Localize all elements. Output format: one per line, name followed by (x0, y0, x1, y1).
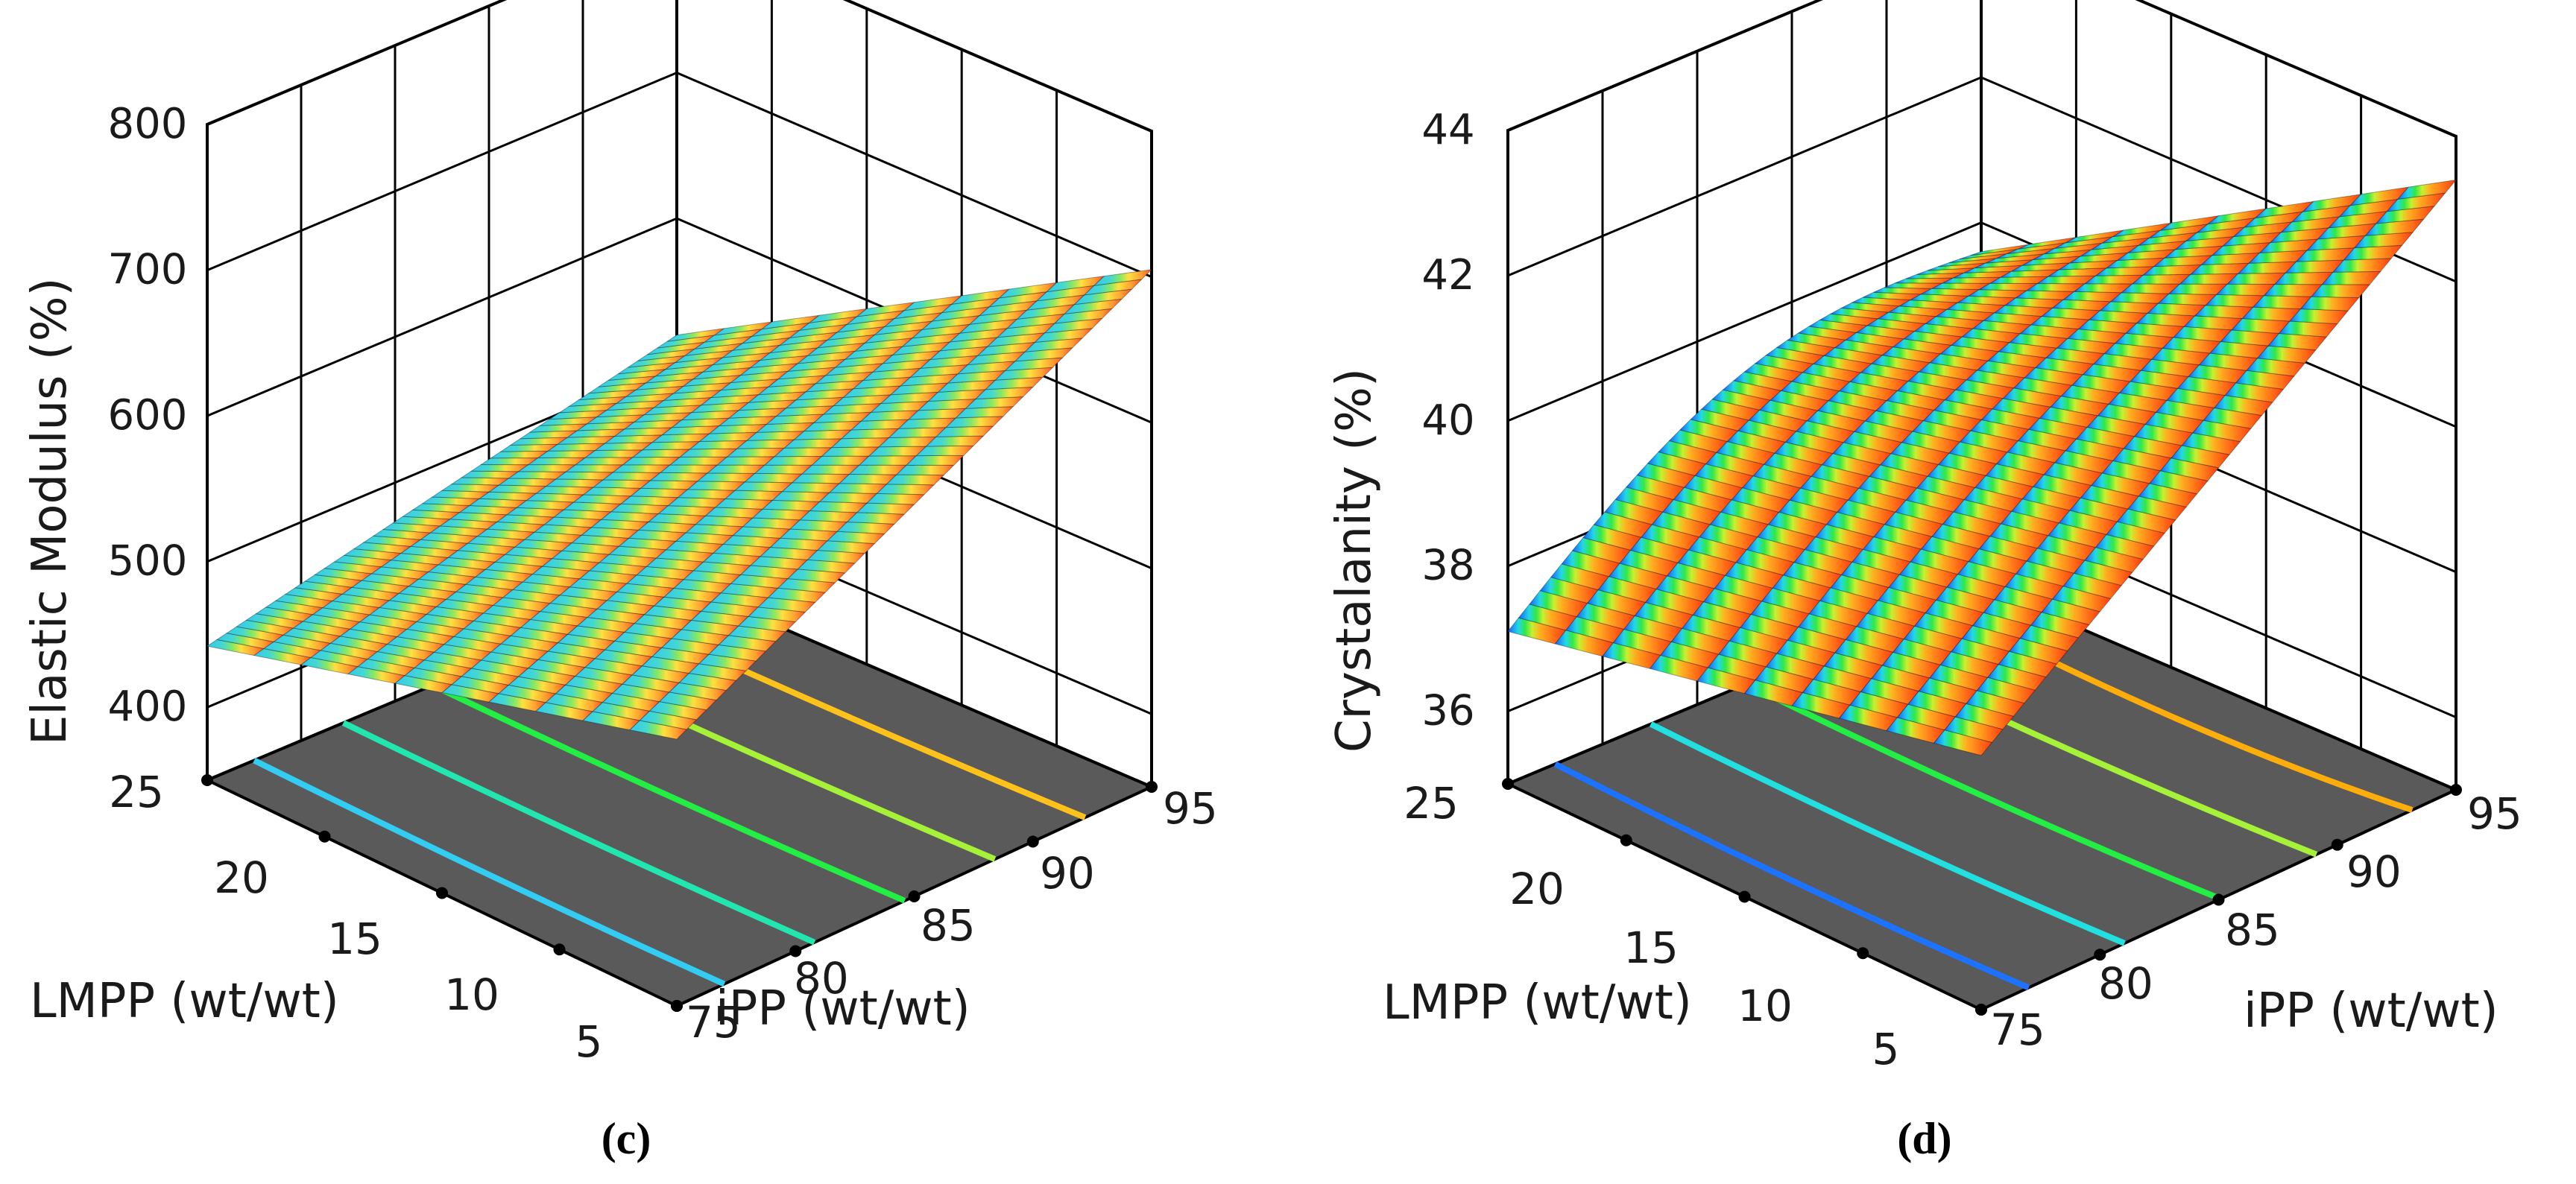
y-tick-label: 85 (921, 900, 976, 951)
y-tick-mark (1026, 835, 1039, 848)
x-tick-label: 15 (327, 914, 382, 964)
x-tick-label: 25 (109, 767, 164, 817)
x-tick-label: 20 (214, 852, 269, 903)
y-tick-label: 90 (1040, 848, 1095, 899)
contour-line (253, 757, 726, 987)
z-tick-label: 700 (108, 246, 188, 294)
z-tick-label: 800 (108, 100, 188, 148)
y-tick-label: 75 (1990, 1004, 2045, 1055)
surface-patch (876, 484, 935, 496)
surface-patch (2396, 179, 2457, 200)
z-gridline (206, 0, 1152, 133)
panel-d-crystallinity: 36 38 40 42 44 25 20 15 10 5 75 80 85 90 95 LMPP (wt/wt… (1327, 0, 2522, 1163)
x-tick-mark (318, 830, 331, 843)
z-tick-label: 600 (108, 391, 188, 440)
y-tick-mark (789, 945, 802, 957)
y-tick-label: 75 (686, 997, 741, 1048)
x-tick-mark (1502, 778, 1514, 790)
x-tick-label: 15 (1623, 922, 1679, 973)
y-tick-label: 85 (2225, 905, 2280, 955)
x-tick-label: 10 (1737, 981, 1793, 1031)
y-axis-label: iPP (wt/wt) (2244, 984, 2498, 1039)
x-axis-label: LMPP (wt/wt) (1383, 975, 1692, 1031)
surface-patch (2289, 308, 2349, 325)
x-tick-mark (1620, 834, 1632, 846)
x-axis-label: LMPP (wt/wt) (30, 974, 339, 1029)
y-tick-label: 90 (2346, 846, 2402, 897)
z-gridline (206, 71, 1152, 278)
z-tick-label: 36 (1421, 687, 1474, 735)
surface-patch (2299, 296, 2360, 311)
panel-caption: (c) (602, 1114, 651, 1163)
x-tick-label: 5 (1872, 1024, 1900, 1074)
contour-line (431, 683, 906, 904)
z-tick-label: 44 (1421, 106, 1474, 154)
y-axis-label: iPP (wt/wt) (716, 981, 970, 1036)
x-tick-label: 5 (575, 1016, 603, 1067)
panel-c-elastic-modulus: 400 500 600 700 800 25 20 15 10 5 75 80 85 90 95 LMPP (… (22, 0, 1218, 1163)
contour-line (1745, 681, 2222, 902)
x-tick-mark (436, 887, 448, 899)
surface-patch (865, 493, 925, 505)
z-gridline (1507, 0, 2457, 138)
y-tick-label: 95 (2467, 788, 2522, 839)
surface-patch (2310, 284, 2371, 299)
z-tick-label: 400 (108, 683, 188, 731)
panel-caption: (d) (1897, 1114, 1951, 1163)
contour-line (1649, 721, 2126, 946)
x-tick-mark (1975, 1004, 1987, 1016)
x-tick-mark (1857, 947, 1869, 960)
y-tick-label: 80 (794, 953, 849, 1004)
x-tick-mark (201, 774, 213, 786)
z-tick-label: 38 (1421, 542, 1474, 590)
y-tick-label: 80 (2098, 958, 2153, 1009)
z-tick-label: 500 (108, 537, 188, 586)
x-tick-mark (1738, 890, 1751, 903)
x-tick-label: 20 (1509, 864, 1565, 914)
response-surface (1507, 179, 2457, 756)
z-tick-label: 42 (1421, 251, 1474, 300)
contour-line (1553, 761, 2030, 991)
contour-line (341, 720, 816, 946)
x-tick-mark (671, 1000, 683, 1012)
y-tick-mark (2212, 893, 2225, 906)
surface-patch (886, 474, 945, 486)
x-tick-mark (553, 943, 566, 956)
z-axis-label: Elastic Modulus (%) (22, 277, 78, 745)
y-tick-label: 95 (1163, 783, 1218, 834)
surface-patch (856, 502, 915, 515)
z-axis-label: Crystalanity (%) (1327, 368, 1382, 753)
y-tick-mark (2094, 949, 2106, 961)
surface-patch (1093, 269, 1153, 286)
y-tick-mark (2331, 838, 2343, 851)
z-tick-label: 40 (1421, 396, 1474, 445)
y-tick-mark (1146, 781, 1158, 793)
x-tick-label: 10 (444, 969, 499, 1020)
y-tick-mark (2450, 784, 2462, 796)
surface-patch (905, 455, 965, 466)
surface-patch (915, 445, 975, 457)
response-surface (206, 269, 1153, 740)
y-tick-mark (908, 890, 921, 902)
x-tick-label: 25 (1404, 778, 1459, 829)
surface-patch (895, 464, 955, 476)
